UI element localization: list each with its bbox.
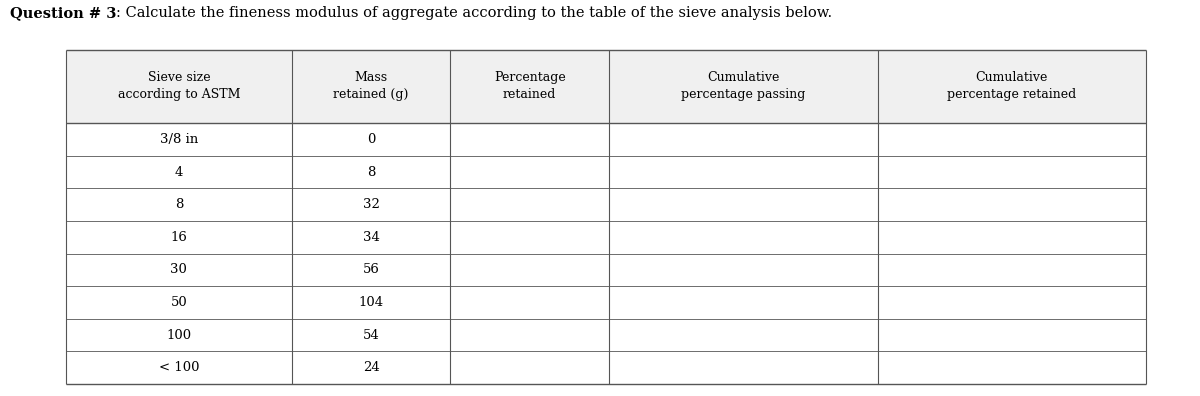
Text: : Calculate the fineness modulus of aggregate according to the table of the siev: : Calculate the fineness modulus of aggr… <box>116 6 832 20</box>
Text: Question # 3: Question # 3 <box>10 6 116 20</box>
Text: 50: 50 <box>170 296 187 309</box>
Text: Cumulative
percentage passing: Cumulative percentage passing <box>682 71 805 101</box>
Bar <box>66 352 1146 384</box>
Bar <box>66 253 1146 286</box>
Text: 34: 34 <box>362 231 379 244</box>
Text: 4: 4 <box>175 166 184 179</box>
Bar <box>66 188 1146 221</box>
Bar <box>66 286 1146 319</box>
Text: Percentage
retained: Percentage retained <box>494 71 565 101</box>
Text: 16: 16 <box>170 231 187 244</box>
Text: 100: 100 <box>167 329 192 342</box>
Text: < 100: < 100 <box>158 361 199 374</box>
Bar <box>66 123 1146 156</box>
Bar <box>66 50 1146 123</box>
Text: Mass
retained (g): Mass retained (g) <box>334 71 409 101</box>
Text: 54: 54 <box>362 329 379 342</box>
Text: Sieve size
according to ASTM: Sieve size according to ASTM <box>118 71 240 101</box>
Text: 104: 104 <box>359 296 384 309</box>
Text: 8: 8 <box>367 166 376 179</box>
Text: 8: 8 <box>175 198 184 211</box>
Bar <box>66 319 1146 352</box>
Text: 0: 0 <box>367 133 376 146</box>
Text: Cumulative
percentage retained: Cumulative percentage retained <box>947 71 1076 101</box>
Bar <box>66 221 1146 253</box>
Bar <box>66 156 1146 188</box>
Text: 3/8 in: 3/8 in <box>160 133 198 146</box>
Text: 24: 24 <box>362 361 379 374</box>
Text: 32: 32 <box>362 198 379 211</box>
Text: 30: 30 <box>170 263 187 276</box>
Text: 56: 56 <box>362 263 379 276</box>
